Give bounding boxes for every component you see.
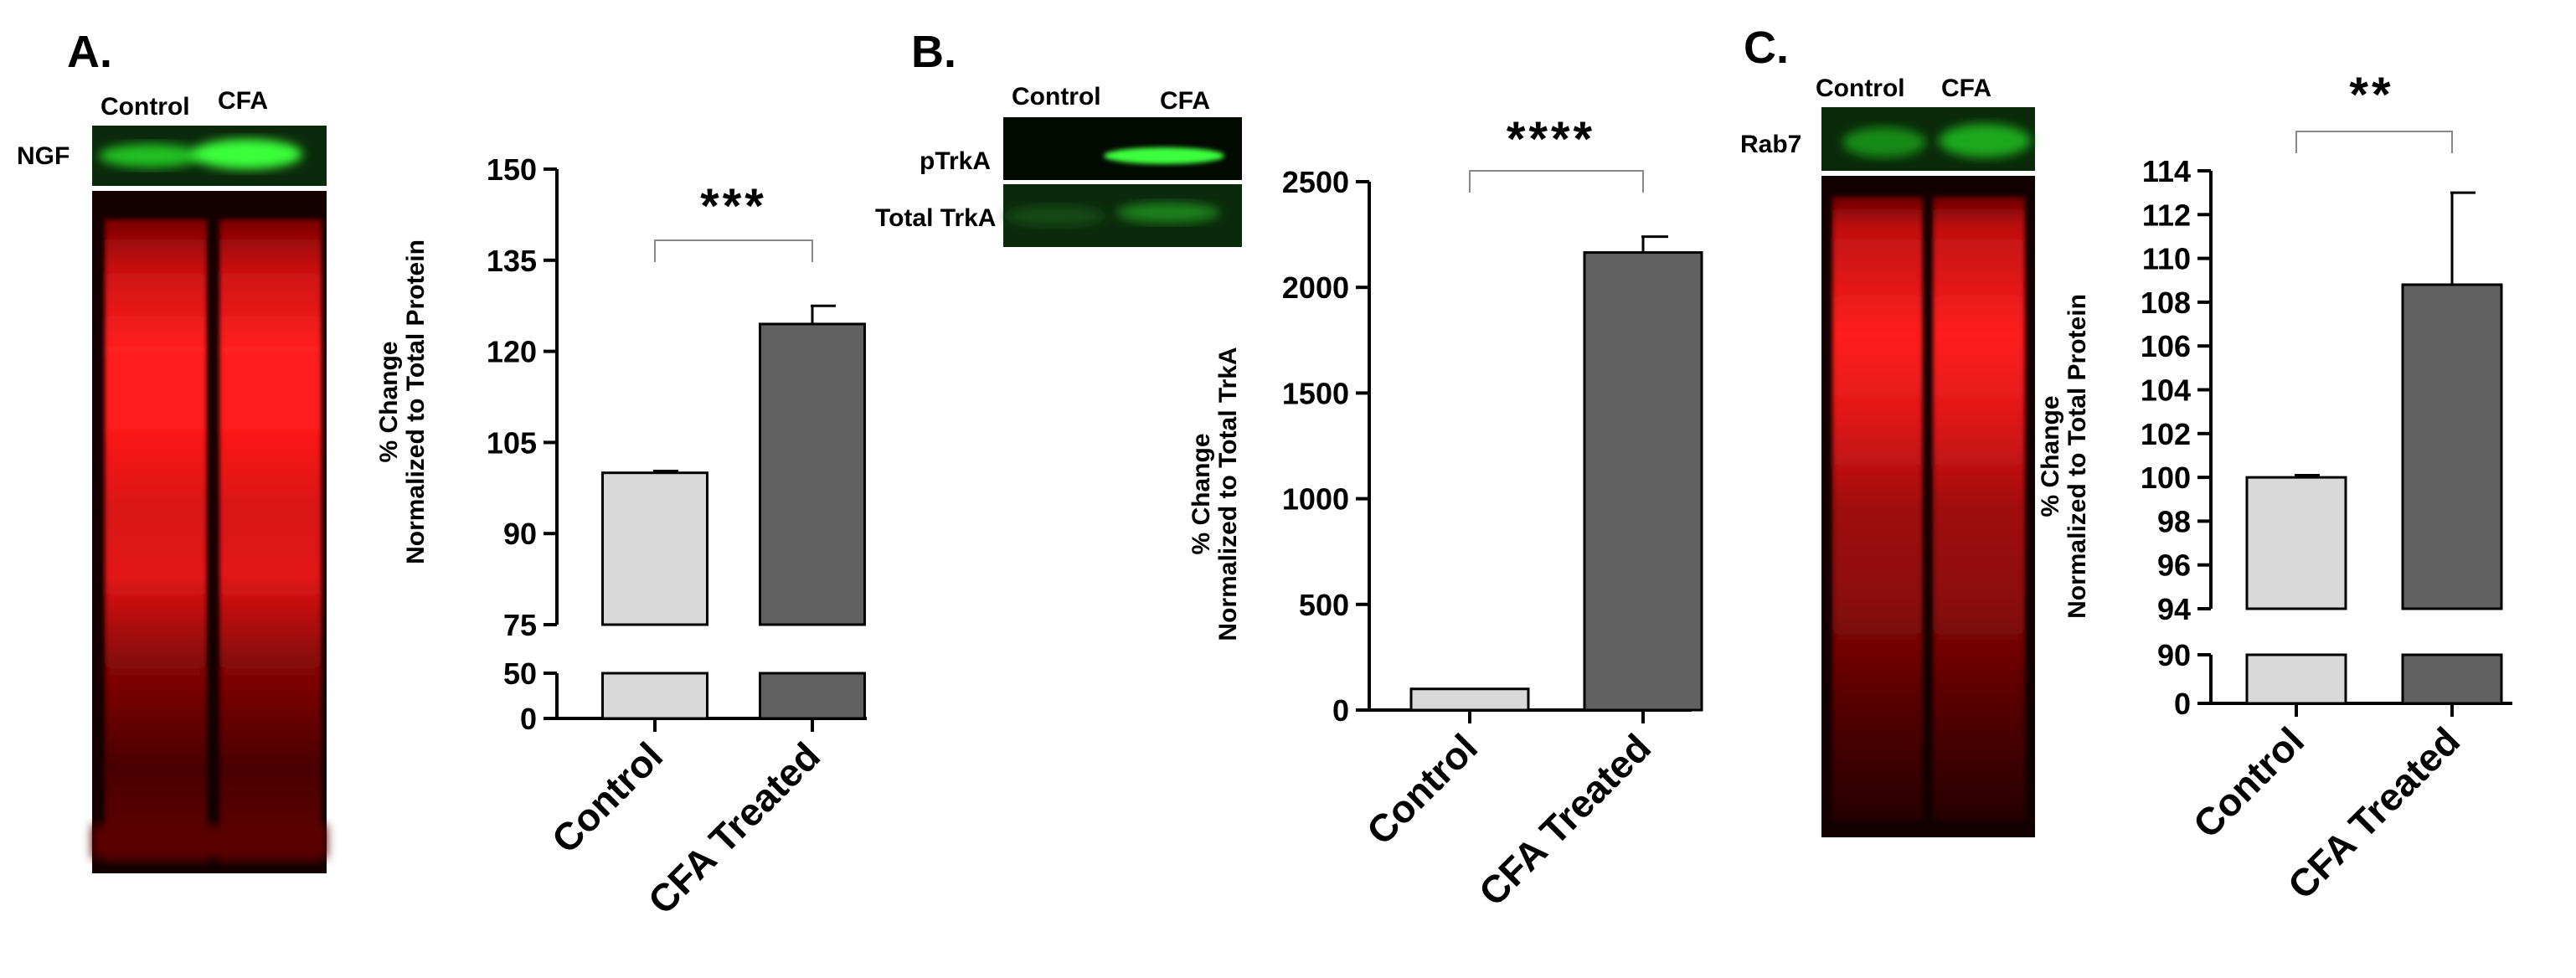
panel-a-ylabel-line2: Normalized to Total Protein bbox=[402, 239, 430, 564]
panel-c-ytick-label: 104 bbox=[2141, 373, 2191, 408]
panel-b-lane-label-control: Control bbox=[1012, 83, 1101, 111]
panel-a-bar-lower bbox=[759, 672, 866, 720]
total-protein-bottom-band bbox=[92, 825, 327, 858]
panel-b-western-blot: Control CFA pTrkA Total TrkA bbox=[875, 83, 1242, 247]
total-protein-lane-control-c bbox=[1832, 197, 1923, 821]
panel-b-letter: B. bbox=[911, 27, 956, 77]
total-protein-lane-control bbox=[105, 219, 207, 864]
ngf-band-cfa bbox=[192, 139, 302, 169]
rab7-band-control bbox=[1842, 127, 1926, 157]
panel-b-category-label: Control bbox=[1358, 725, 1486, 852]
panel-c-ytick-label: 108 bbox=[2141, 286, 2191, 320]
panel-b-bar bbox=[1409, 687, 1530, 712]
panel-b-ytick-label: 1500 bbox=[1282, 376, 1349, 410]
panel-c-bar-chart: % Change Normalized to Total Protein ** … bbox=[2037, 68, 2512, 908]
panel-a-letter: A. bbox=[67, 27, 112, 77]
panel-b-ytick-label: 500 bbox=[1299, 588, 1349, 622]
panel-c-category-label: Control bbox=[2185, 718, 2312, 846]
panel-b-significance: **** bbox=[1507, 112, 1595, 167]
panel-a-ytick-label: 120 bbox=[487, 335, 537, 369]
panel-c-ytick-label: 114 bbox=[2142, 154, 2191, 188]
panel-b-bar-chart: % Change Normalized to Total TrkA **** 0… bbox=[1188, 112, 1703, 914]
panel-a-bar-upper bbox=[601, 471, 708, 626]
panel-a-lane-label-control: Control bbox=[100, 93, 190, 121]
panel-c-ytick-label: 90 bbox=[2157, 638, 2191, 672]
total-trka-band-cfa bbox=[1116, 203, 1220, 223]
panel-c-ytick-label: 94 bbox=[2157, 592, 2191, 626]
panel-a-ytick-label: 50 bbox=[503, 656, 537, 691]
panel-a-bar-chart: % Change Normalized to Total Protein ***… bbox=[375, 152, 867, 923]
panel-c-ytick-label: 112 bbox=[2142, 198, 2191, 232]
panel-c-bar-lower bbox=[2245, 653, 2347, 705]
panel-b-category-label: CFA Treated bbox=[1471, 725, 1659, 914]
panel-c-bar-lower bbox=[2401, 653, 2503, 705]
panel-c-ylabel-line1: % Change bbox=[2037, 395, 2064, 517]
panel-a-bar-upper bbox=[759, 322, 866, 626]
panel-a-ytick-label: 135 bbox=[487, 244, 537, 278]
panel-c-ytick-label: 106 bbox=[2141, 329, 2191, 363]
panel-c-lane-label-control: Control bbox=[1816, 75, 1905, 102]
panel-a-lane-label-cfa: CFA bbox=[218, 87, 268, 115]
panel-b-lane-label-cfa: CFA bbox=[1160, 87, 1210, 115]
panel-c: C. Control CFA Rab7 % Change Normalized … bbox=[1740, 23, 2512, 908]
panel-a-ytick-label: 150 bbox=[487, 152, 537, 187]
panel-b-strip-label-ptrka: pTrkA bbox=[920, 147, 991, 175]
ptrka-band-cfa bbox=[1104, 147, 1224, 164]
total-protein-lane-cfa-c bbox=[1933, 197, 2025, 821]
panel-a-ylabel-line1: % Change bbox=[375, 341, 403, 462]
panel-b-ylabel-line1: % Change bbox=[1188, 433, 1215, 554]
panel-b-ytick-label: 1000 bbox=[1282, 482, 1349, 517]
panel-b: B. Control CFA pTrkA Total TrkA % Change… bbox=[875, 27, 1703, 914]
panel-c-ylabel-line2: Normalized to Total Protein bbox=[2063, 294, 2091, 619]
panel-c-letter: C. bbox=[1744, 23, 1789, 73]
panel-b-ytick-label: 2500 bbox=[1282, 165, 1349, 199]
panel-a-ytick-label: 90 bbox=[503, 517, 537, 551]
panel-a-bar-lower bbox=[601, 672, 708, 720]
panel-b-strip-label-total-trka: Total TrkA bbox=[875, 204, 996, 232]
panel-c-ytick-label: 110 bbox=[2142, 242, 2191, 276]
panel-c-western-blot: Control CFA Rab7 bbox=[1740, 75, 2035, 837]
panel-a-ytick-label: 0 bbox=[520, 702, 537, 736]
panel-c-bar-upper bbox=[2401, 283, 2503, 610]
panel-c-significance-bracket bbox=[2295, 131, 2453, 153]
panel-a-significance: *** bbox=[700, 179, 767, 234]
panel-a-category-label: Control bbox=[544, 734, 671, 861]
panel-c-ytick-label: 96 bbox=[2157, 548, 2191, 583]
panel-c-significance: ** bbox=[2349, 68, 2393, 122]
panel-b-ylabel-line2: Normalized to Total TrkA bbox=[1214, 347, 1242, 641]
panel-c-ytick-label: 100 bbox=[2141, 461, 2191, 495]
panel-b-ytick-label: 2000 bbox=[1282, 270, 1349, 305]
total-trka-band-control bbox=[1005, 206, 1105, 226]
rab7-band-cfa bbox=[1939, 124, 2031, 157]
total-protein-lane-cfa bbox=[219, 219, 322, 864]
panel-a-strip-label-ngf: NGF bbox=[17, 142, 70, 170]
panel-a-ytick-label: 75 bbox=[503, 608, 537, 642]
panel-a: A. Control CFA NGF % Change Normalized t… bbox=[17, 27, 867, 923]
panel-a-ytick-label: 105 bbox=[487, 425, 537, 460]
panel-a-significance-bracket bbox=[654, 239, 813, 262]
panel-c-bar-upper bbox=[2245, 476, 2347, 610]
panel-c-ytick-label: 0 bbox=[2174, 687, 2191, 721]
ptrka-band-strip bbox=[1003, 117, 1242, 180]
panel-a-western-blot: Control CFA NGF bbox=[17, 87, 327, 873]
ngf-band-control bbox=[99, 144, 203, 167]
panel-c-strip-label-rab7: Rab7 bbox=[1740, 131, 1801, 158]
panel-c-ytick-label: 98 bbox=[2157, 504, 2191, 538]
panel-b-ytick-label: 0 bbox=[1332, 693, 1349, 728]
panel-b-significance-bracket bbox=[1469, 170, 1644, 193]
panel-c-ytick-label: 102 bbox=[2141, 417, 2191, 451]
panel-b-bar bbox=[1583, 251, 1703, 712]
panel-c-lane-label-cfa: CFA bbox=[1941, 75, 1991, 102]
